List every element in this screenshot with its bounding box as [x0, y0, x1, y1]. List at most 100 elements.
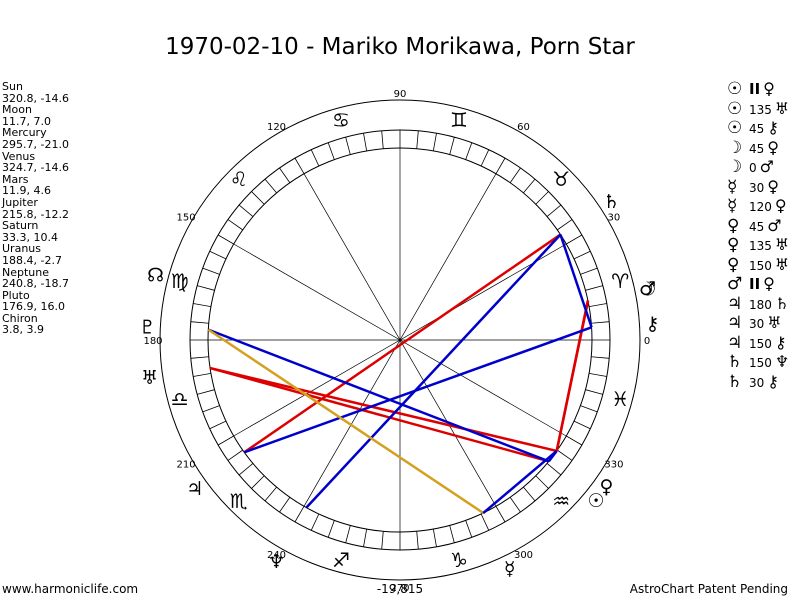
aspect-planet-2: ♅	[767, 313, 782, 332]
degree-tick	[480, 149, 490, 167]
sign-glyph: ♓	[611, 387, 629, 411]
planet-name: Mercury	[2, 126, 47, 140]
aspect-planet-1: ♃	[727, 293, 743, 314]
degree-tick	[238, 463, 254, 476]
degree-tick	[202, 405, 220, 413]
degree-tick	[217, 234, 234, 245]
degree-tick	[480, 513, 490, 531]
planet-values: 11.9, 4.6	[2, 184, 51, 198]
aspect-planet-1: ☽	[727, 137, 743, 158]
aspect-list: ☉ II ♀ ☉ 135 ♅ ☉ 45 ⚷ ☽ 45 ♀ ☽ 0 ♂ ☿ 30 ♀ ☿ 120 ♀ ♀ 45 ♂ ♀ 135 ♅ ♀ 1…	[727, 79, 789, 391]
planet-glyph: ⚷	[645, 313, 659, 335]
aspect-row: ♃ 150 ⚷	[727, 333, 789, 353]
aspect-angle: 150	[749, 356, 772, 370]
degree-tick	[591, 356, 610, 359]
degree-tick	[432, 529, 437, 547]
degree-label: 0	[644, 336, 650, 347]
degree-tick	[202, 267, 220, 275]
aspect-row: ♂ II ♀	[727, 274, 789, 294]
aspect-row: ☉ 135 ♅	[727, 99, 789, 119]
spoke-line	[233, 243, 567, 437]
aspect-line	[555, 300, 590, 452]
degree-tick	[193, 303, 211, 308]
aspect-planet-2: ♀	[763, 274, 775, 293]
degree-tick	[264, 178, 277, 194]
planet-glyph: ♄	[603, 191, 620, 213]
footer-patent: AstroChart Patent Pending	[629, 582, 788, 596]
aspect-row: ☽ 0 ♂	[727, 157, 789, 177]
degree-label: 30	[608, 213, 621, 224]
planet-glyph: ☊	[147, 265, 164, 287]
aspect-planet-1: ♄	[727, 371, 743, 392]
sign-glyph: ♒	[552, 489, 570, 513]
degree-tick	[495, 157, 506, 174]
degree-tick	[209, 250, 227, 260]
degree-tick	[310, 513, 320, 531]
planet-name: Moon	[2, 103, 32, 117]
aspect-line	[243, 233, 562, 454]
aspect-line	[305, 233, 562, 509]
degree-tick	[363, 529, 368, 547]
aspect-angle: II	[749, 275, 761, 293]
outer-circle	[159, 99, 641, 581]
aspect-line	[209, 366, 550, 463]
planet-values: 33.3, 10.4	[2, 230, 58, 244]
degree-tick	[465, 142, 473, 160]
degree-tick	[209, 420, 227, 430]
degree-tick	[345, 137, 351, 155]
sign-glyph: ♐	[332, 548, 350, 572]
degree-tick	[580, 267, 598, 275]
aspect-angle: 150	[749, 258, 772, 273]
degree-tick	[589, 303, 607, 308]
degree-label: 150	[177, 213, 196, 224]
planet-glyph: ♆	[268, 551, 285, 573]
footer-website: www.harmoniclife.com	[2, 582, 139, 596]
sign-glyph: ♏	[230, 489, 248, 513]
aspect-planet-1: ♂	[727, 274, 743, 294]
degree-tick	[279, 497, 291, 513]
sign-glyph: ♍	[171, 269, 189, 293]
planet-values: 324.7, -14.6	[2, 161, 69, 175]
aspect-planet-1: ♀	[727, 254, 740, 275]
degree-tick	[589, 372, 607, 377]
sign-glyph: ♊	[450, 108, 468, 132]
degree-label: 180	[143, 336, 162, 347]
planet-glyph: ♃	[186, 478, 203, 500]
aspect-angle: 135	[749, 239, 772, 253]
planet-glyph: ♇	[139, 316, 156, 338]
aspect-planet-1: ♄	[727, 352, 743, 372]
aspect-angle: 45	[749, 141, 765, 156]
aspect-angle: II	[749, 80, 761, 98]
aspect-planet-1: ☽	[727, 157, 743, 177]
aspect-planet-2: ♆	[774, 352, 790, 371]
aspect-row: ☿ 120 ♀	[727, 196, 789, 216]
aspect-planet-2: ⚷	[767, 371, 779, 391]
degree-tick	[535, 475, 549, 489]
planet-name: Mars	[2, 172, 29, 186]
planet-name: Saturn	[2, 219, 39, 233]
aspect-angle: 45	[749, 122, 765, 136]
degree-tick	[449, 137, 455, 155]
planet-name: Chiron	[2, 311, 38, 325]
aspect-row: ♀ 150 ♅	[727, 255, 789, 275]
degree-tick	[363, 133, 368, 151]
aspect-angle: 45	[749, 219, 765, 234]
degree-tick	[465, 520, 473, 538]
aspect-angle: 150	[749, 336, 772, 351]
aspect-line	[559, 234, 593, 328]
aspect-angle: 30	[749, 180, 765, 195]
degree-tick	[381, 531, 384, 550]
planet-glyph: ☽	[639, 279, 656, 301]
planet-values: 3.8, 3.9	[2, 323, 44, 337]
planet-glyph: ☉	[588, 490, 605, 512]
degree-tick	[566, 435, 583, 446]
aspect-line	[482, 449, 558, 514]
degree-tick	[238, 204, 254, 217]
degree-tick	[546, 204, 562, 217]
degree-tick	[345, 525, 351, 543]
degree-label: 330	[604, 460, 623, 471]
degree-tick	[566, 234, 583, 245]
planet-glyph: ♀	[600, 476, 614, 498]
aspect-row: ☿ 30 ♀	[727, 177, 789, 197]
degree-tick	[193, 372, 211, 377]
